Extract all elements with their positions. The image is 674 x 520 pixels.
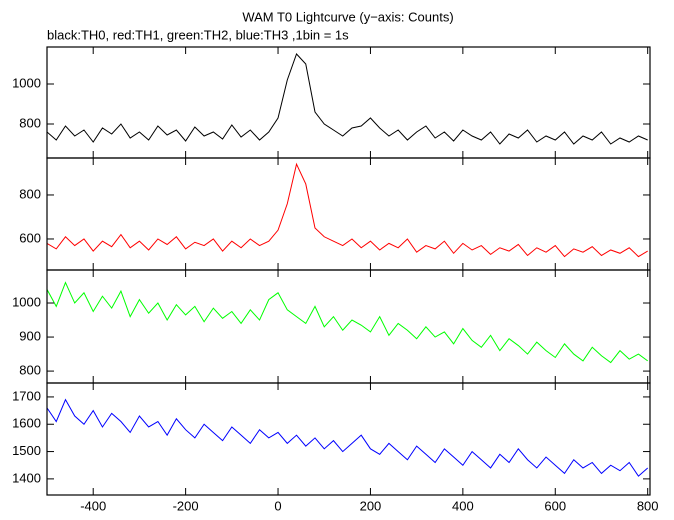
panel-frame — [46, 46, 651, 159]
y-tick-label: 600 — [19, 230, 41, 245]
y-tick-label: 800 — [19, 363, 41, 378]
x-tick-label: -200 — [173, 498, 199, 513]
x-tick-label: 0 — [274, 498, 281, 513]
panel-frame — [46, 382, 651, 496]
chart-title: WAM T0 Lightcurve (y−axis: Counts) — [242, 9, 453, 24]
y-tick-label: 1700 — [12, 388, 41, 403]
y-tick-label: 800 — [19, 115, 41, 130]
y-tick-label: 900 — [19, 328, 41, 343]
y-tick-label: 1400 — [12, 470, 41, 485]
x-tick-label: 200 — [360, 498, 382, 513]
series-line — [47, 398, 649, 477]
x-tick-label: 600 — [544, 498, 566, 513]
y-tick-label: 1600 — [12, 416, 41, 431]
series-line — [47, 53, 648, 145]
series-line — [47, 281, 648, 364]
y-tick-label: 1000 — [12, 75, 41, 90]
y-tick-label: 800 — [19, 186, 41, 201]
y-tick-label: 1500 — [12, 443, 41, 458]
y-tick-label: 1000 — [12, 294, 41, 309]
x-tick-label: -400 — [80, 498, 106, 513]
x-tick-label: 800 — [637, 498, 659, 513]
chart-subtitle: black:TH0, red:TH1, green:TH2, blue:TH3 … — [47, 27, 349, 42]
series-line — [47, 162, 648, 258]
x-tick-label: 400 — [452, 498, 474, 513]
panel-frame — [46, 269, 651, 384]
panel-frame — [46, 157, 651, 271]
